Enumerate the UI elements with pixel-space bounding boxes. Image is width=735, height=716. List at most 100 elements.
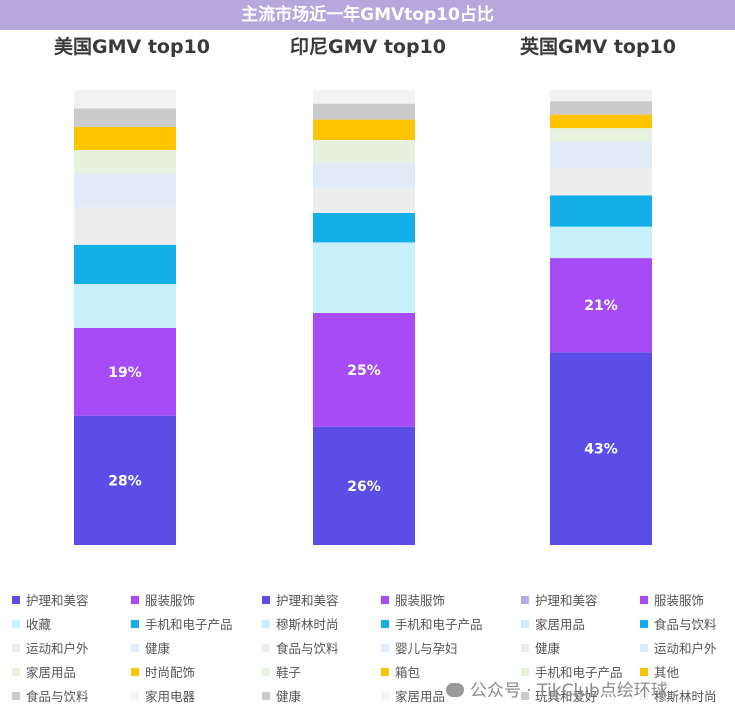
bar-segment-1-2 [313, 242, 415, 313]
bar-segment-0-0 [74, 415, 176, 545]
legend-swatch-4-0 [521, 596, 529, 604]
legend-swatch-4-3 [521, 668, 529, 676]
legend-label-0-0: 护理和美容 [26, 593, 89, 608]
legend-swatch-0-0 [12, 596, 20, 604]
legend-label-0-1: 收藏 [26, 617, 52, 632]
data-label-1-1: 25% [347, 363, 381, 379]
legend-label-3-0: 服装服饰 [395, 593, 445, 608]
legend-label-3-1: 手机和电子产品 [395, 617, 483, 632]
bar-segment-2-2 [550, 226, 652, 259]
data-label-2-0: 43% [584, 442, 618, 458]
bar-segment-0-5 [74, 173, 176, 208]
legend-swatch-2-3 [262, 668, 270, 676]
legend-label-5-4: 穆斯林时尚 [654, 689, 717, 704]
legend-label-4-0: 护理和美容 [535, 593, 598, 608]
legend-swatch-2-0 [262, 596, 270, 604]
bar-segment-1-3 [313, 212, 415, 243]
legend-label-0-3: 家居用品 [26, 665, 76, 680]
legend-label-2-3: 鞋子 [276, 665, 301, 680]
data-label-1-0: 26% [347, 479, 381, 495]
legend-swatch-5-0 [640, 596, 648, 604]
bar-segment-0-3 [74, 244, 176, 285]
legend-label-3-3: 箱包 [395, 665, 420, 680]
legend-swatch-2-2 [262, 644, 270, 652]
bar-segment-2-3 [550, 195, 652, 227]
bar-segment-0-7 [74, 126, 176, 151]
bar-segment-0-4 [74, 207, 176, 245]
chart-banner-title: 主流市场近一年GMVtop10占比 [0, 0, 735, 30]
legend-label-5-0: 服装服饰 [654, 593, 704, 608]
legend-label-2-4: 健康 [276, 689, 302, 704]
wechat-icon [446, 683, 464, 697]
legend-label-3-4: 家居用品 [395, 689, 445, 704]
data-label-0-0: 28% [108, 473, 142, 489]
bar-segment-0-1 [74, 327, 176, 416]
bar-segment-1-5 [313, 162, 415, 188]
legend-swatch-1-1 [131, 620, 139, 628]
legend-swatch-5-1 [640, 620, 648, 628]
watermark-text: 公众号 · TikClub点绘环球 [470, 681, 668, 701]
legend-label-0-4: 食品与饮料 [26, 689, 89, 704]
legend-label-1-2: 健康 [145, 641, 171, 656]
legend-label-4-2: 健康 [535, 641, 561, 656]
bar-segment-1-7 [313, 119, 415, 141]
legend-swatch-1-0 [131, 596, 139, 604]
bar-segment-2-9 [550, 90, 652, 102]
data-label-0-1: 19% [108, 365, 142, 381]
legend-label-1-3: 时尚配饰 [145, 665, 195, 680]
bar-segment-0-9 [74, 90, 176, 109]
legend-label-3-2: 婴儿与孕妇 [395, 641, 458, 656]
chart-title-0: 美国GMV top10 [54, 35, 210, 58]
legend-label-2-1: 穆斯林时尚 [276, 617, 339, 632]
bar-segment-0-2 [74, 284, 176, 328]
legend-label-0-2: 运动和户外 [26, 641, 89, 656]
legend-swatch-2-4 [262, 692, 270, 700]
legend-label-1-1: 手机和电子产品 [145, 617, 233, 632]
legend-swatch-3-0 [381, 596, 389, 604]
legend-label-5-1: 食品与饮料 [654, 617, 717, 632]
bar-segment-2-7 [550, 114, 652, 129]
legend-swatch-5-4 [640, 692, 648, 700]
chart-title-2: 英国GMV top10 [520, 35, 676, 58]
legend-swatch-0-3 [12, 668, 20, 676]
bar-segment-2-0 [550, 352, 652, 545]
bar-segment-0-8 [74, 108, 176, 127]
legend-label-2-2: 食品与饮料 [276, 641, 339, 656]
legend-swatch-2-1 [262, 620, 270, 628]
legend-label-1-0: 服装服饰 [145, 593, 195, 608]
chart-title-1: 印尼GMV top10 [290, 36, 446, 58]
bar-segment-2-6 [550, 128, 652, 142]
bar-segment-1-9 [313, 90, 415, 104]
legend-label-4-4: 玩具和爱好 [535, 689, 598, 704]
bar-segment-2-8 [550, 101, 652, 115]
bar-segment-2-1 [550, 258, 652, 353]
bar-segment-1-8 [313, 103, 415, 120]
legend-swatch-3-2 [381, 644, 389, 652]
legend-swatch-1-2 [131, 644, 139, 652]
bar-segment-2-5 [550, 141, 652, 169]
bar-segment-2-4 [550, 168, 652, 196]
bar-segment-1-0 [313, 426, 415, 545]
legend-swatch-3-3 [381, 668, 389, 676]
legend-label-5-3: 其他 [654, 665, 680, 680]
legend-swatch-5-2 [640, 644, 648, 652]
legend-swatch-1-3 [131, 668, 139, 676]
legend-swatch-0-4 [12, 692, 20, 700]
legend-label-4-1: 家居用品 [535, 617, 585, 632]
legend-swatch-5-3 [640, 668, 648, 676]
bar-segment-1-1 [313, 312, 415, 427]
legend-label-1-4: 家用电器 [145, 689, 196, 704]
data-label-2-1: 21% [584, 298, 618, 314]
legend-swatch-4-1 [521, 620, 529, 628]
legend-swatch-4-2 [521, 644, 529, 652]
legend-label-5-2: 运动和户外 [654, 641, 717, 656]
legend-swatch-1-4 [131, 692, 139, 700]
legend-label-4-3: 手机和电子产品 [535, 665, 623, 680]
bar-segment-0-6 [74, 150, 176, 174]
watermark: 公众号 · TikClub点绘环球 [446, 676, 668, 701]
legend-label-2-0: 护理和美容 [276, 593, 339, 608]
legend-swatch-4-4 [521, 692, 529, 700]
legend-swatch-3-1 [381, 620, 389, 628]
bar-segment-1-4 [313, 187, 415, 213]
